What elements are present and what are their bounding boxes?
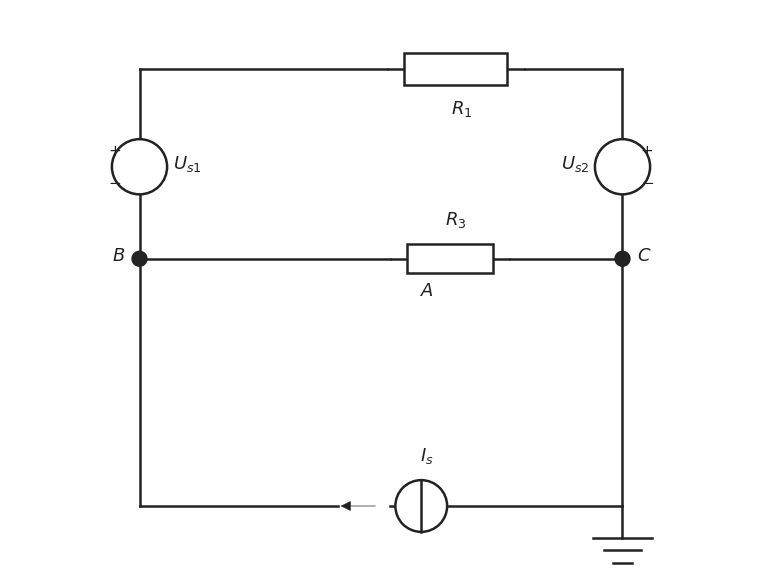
- Bar: [407, 244, 493, 273]
- Circle shape: [595, 139, 650, 194]
- Text: +: +: [108, 144, 121, 159]
- Text: +: +: [641, 144, 654, 159]
- Text: $A$: $A$: [420, 282, 434, 300]
- Bar: [404, 53, 507, 85]
- Text: $C$: $C$: [637, 247, 652, 265]
- Circle shape: [615, 251, 630, 266]
- Text: $U_{s2}$: $U_{s2}$: [561, 154, 589, 174]
- Text: $-$: $-$: [641, 174, 654, 189]
- Text: $R_3$: $R_3$: [445, 210, 466, 230]
- Circle shape: [112, 139, 167, 194]
- Text: $B$: $B$: [112, 247, 125, 265]
- Text: $U_{s1}$: $U_{s1}$: [173, 154, 201, 174]
- Text: $I_s$: $I_s$: [420, 446, 434, 466]
- Text: $-$: $-$: [108, 174, 121, 189]
- Circle shape: [395, 480, 447, 532]
- Text: $R_1$: $R_1$: [451, 99, 472, 120]
- Circle shape: [132, 251, 147, 266]
